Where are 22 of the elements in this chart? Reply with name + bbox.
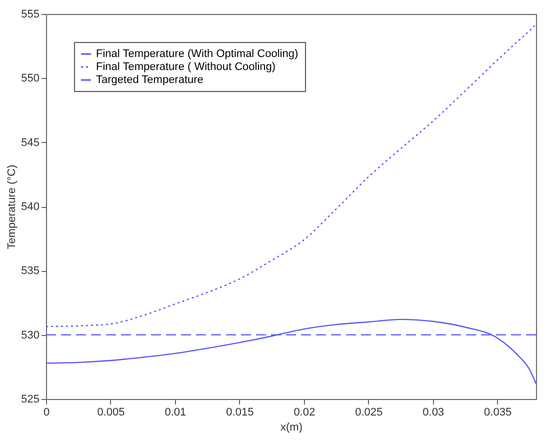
x-tick-label: 0 xyxy=(43,406,50,418)
x-tick-label: 0.025 xyxy=(355,406,383,418)
line-series xyxy=(45,318,537,384)
x-axis-title: x(m) xyxy=(280,422,302,434)
x-tick-label: 0.035 xyxy=(484,406,512,418)
y-tick-label: 545 xyxy=(21,136,40,149)
legend-label: Final Temperature (With Optimal Cooling) xyxy=(96,48,298,60)
y-tick-label: 535 xyxy=(21,265,40,278)
x-tick-label: 0.02 xyxy=(294,406,316,418)
legend-label: Final Temperature ( Without Cooling) xyxy=(96,61,276,73)
x-tick-label: 0.03 xyxy=(422,406,444,418)
x-tick-label: 0.005 xyxy=(97,406,125,418)
y-axis-title: Temperature (°C) xyxy=(6,164,18,250)
x-tick-label: 0.015 xyxy=(226,406,254,418)
legend-label: Targeted Temperature xyxy=(96,74,204,86)
y-tick-label: 530 xyxy=(21,329,40,342)
y-tick-label: 550 xyxy=(21,72,40,85)
y-tick-label: 525 xyxy=(21,394,40,406)
y-tick-label: 555 xyxy=(21,8,40,20)
x-tick-label: 0.01 xyxy=(164,406,186,418)
y-tick-label: 540 xyxy=(21,201,40,213)
line-series xyxy=(45,24,537,328)
